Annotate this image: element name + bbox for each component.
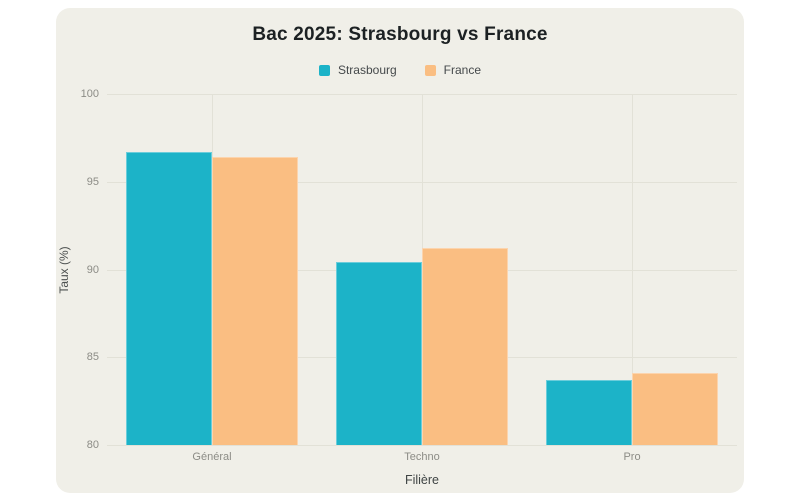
y-tick-label-100: 100 [80, 88, 99, 100]
chart-title: Bac 2025: Strasbourg vs France [252, 24, 548, 45]
y-tick-label-85: 85 [86, 351, 99, 364]
y-tick-label-90: 90 [86, 263, 99, 276]
legend-label: Strasbourg [337, 63, 397, 77]
legend-label: France [443, 63, 482, 77]
bar-strasbourg-2 [546, 380, 632, 445]
legend-swatch-icon [424, 64, 436, 76]
y-axis-ticks: 80 85 90 95 100 [56, 88, 103, 451]
x-tick-label: Général [192, 451, 232, 463]
h-gridline-80 [107, 445, 737, 446]
bar-group-1 [336, 94, 508, 445]
plot-area [107, 94, 737, 446]
x-axis-ticks: Général Techno Pro [107, 451, 737, 467]
y-tick-label-95: 95 [86, 175, 99, 188]
legend-item-france: France [424, 63, 482, 77]
bar-group-0 [125, 94, 298, 445]
bar-strasbourg-0 [125, 151, 212, 445]
x-axis-title: Filière [404, 473, 440, 487]
v-gridline-2 [632, 94, 633, 445]
bar-france-2 [632, 373, 718, 445]
x-tick-label: Techno [404, 451, 440, 463]
legend-swatch-icon [318, 64, 330, 76]
chart-card: Bac 2025: Strasbourg vs France Strasbour… [56, 8, 744, 493]
legend: Strasbourg France [56, 63, 744, 77]
bar-france-0 [211, 157, 298, 445]
y-tick-label-80: 80 [86, 439, 99, 451]
bar-group-2 [546, 94, 718, 445]
x-tick-label: Pro [623, 451, 641, 463]
bar-strasbourg-1 [336, 262, 422, 445]
legend-item-strasbourg: Strasbourg [318, 63, 397, 77]
bar-france-1 [422, 248, 508, 445]
